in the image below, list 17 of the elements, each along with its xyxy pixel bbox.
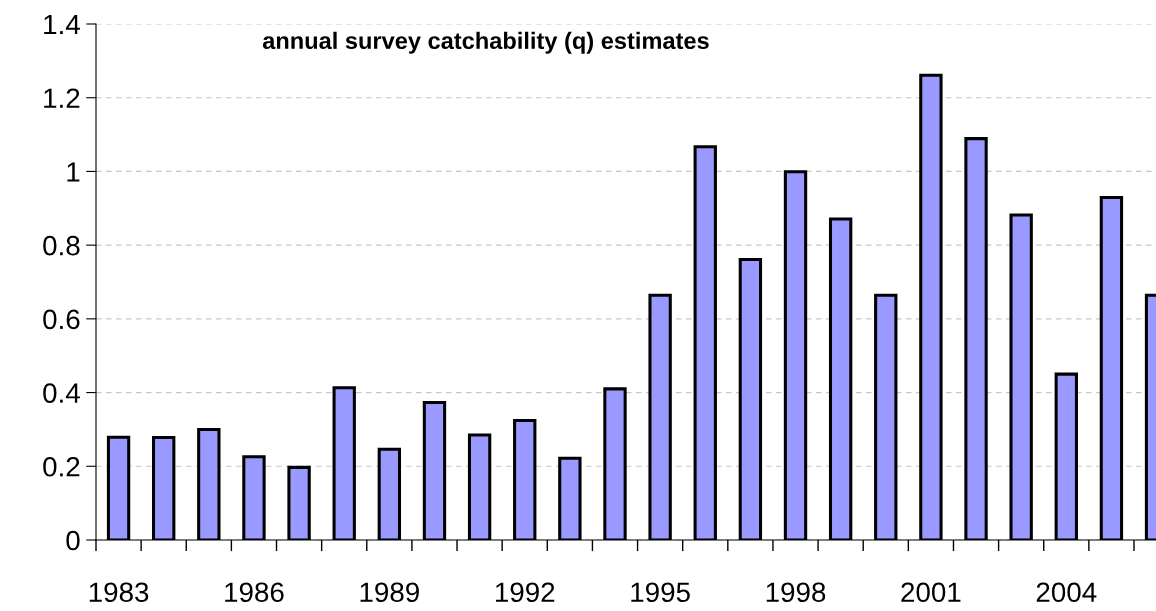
y-tick-label: 0.6 [43,309,80,330]
x-tick-label: 2001 [901,582,961,603]
x-tick-label: 1992 [495,582,555,603]
x-tick-label: 1986 [225,582,284,603]
x-tick-label: 1983 [89,582,149,603]
chart-title: annual survey catchability (q) estimates [262,31,709,54]
y-tick-label: 0.2 [43,456,80,477]
y-tick-label: 0.4 [43,383,80,403]
y-tick-label: 1.2 [44,88,80,108]
x-tick-label: 1989 [360,582,419,603]
y-tick-label: 1 [67,162,80,182]
x-tick-label: 2004 [1036,582,1097,603]
x-tick-label: 1998 [766,582,826,603]
y-tick-label: 0.8 [43,235,80,256]
y-tick-label: 0 [66,530,80,551]
x-tick-label: 1995 [631,582,690,603]
y-tick-label: 1.4 [44,14,80,35]
